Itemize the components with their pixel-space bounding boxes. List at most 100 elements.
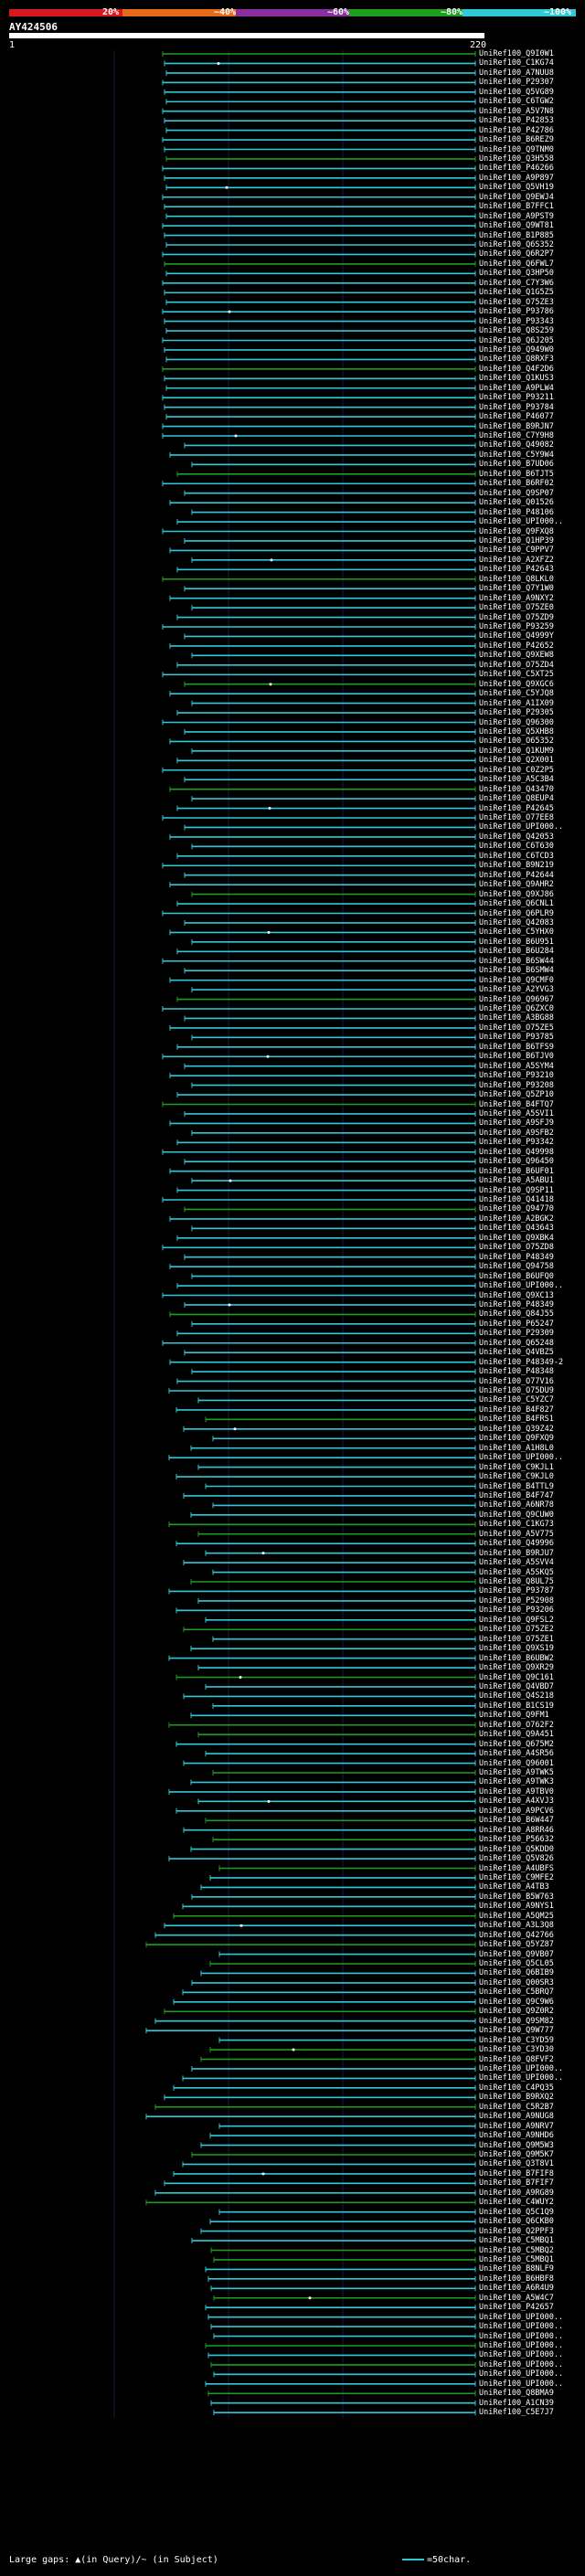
hit-label[interactable]: UniRef100_C9MFE2 [479,1872,554,1882]
hit-label[interactable]: UniRef100_UPI000.. [479,1281,564,1291]
hit-label[interactable]: UniRef100_A5SVV4 [479,1558,554,1568]
hit-label[interactable]: UniRef100_Q4S218 [479,1691,554,1701]
hit-label[interactable]: UniRef100_B8NLF9 [479,2264,554,2274]
hit-label[interactable]: UniRef100_UPI000.. [479,2322,564,2332]
hit-label[interactable]: UniRef100_C5MBQ2 [479,2245,554,2255]
hit-label[interactable]: UniRef100_P93259 [479,622,554,631]
hit-label[interactable]: UniRef100_A5V7N8 [479,106,554,116]
hit-label[interactable]: UniRef100_Q6R2P7 [479,249,554,260]
hit-label[interactable]: UniRef100_Q43470 [479,784,554,794]
hit-label[interactable]: UniRef100_Q9XGC6 [479,679,554,689]
hit-label[interactable]: UniRef100_B6UF01 [479,1166,554,1176]
hit-label[interactable]: UniRef100_Q9CUW0 [479,1510,554,1520]
hit-label[interactable]: UniRef100_B1P885 [479,230,554,240]
hit-label[interactable]: UniRef100_Q6PLR9 [479,908,554,918]
hit-label[interactable]: UniRef100_A5V775 [479,1529,554,1539]
hit-label[interactable]: UniRef100_C5YJQ8 [479,689,554,699]
hit-label[interactable]: UniRef100_Q9XBK4 [479,1233,554,1243]
hit-label[interactable]: UniRef100_Q8UL75 [479,1577,554,1586]
hit-label[interactable]: UniRef100_P29307 [479,78,554,88]
hit-label[interactable]: UniRef100_C6T630 [479,842,554,852]
hit-label[interactable]: UniRef100_O77V16 [479,1376,554,1386]
hit-label[interactable]: UniRef100_C5E7J7 [479,2408,554,2418]
hit-label[interactable]: UniRef100_Q9W777 [479,2026,554,2036]
hit-label[interactable]: UniRef100_Q5VH19 [479,183,554,193]
hit-label[interactable]: UniRef100_A9P897 [479,173,554,183]
hit-label[interactable]: UniRef100_B9RJU7 [479,1548,554,1558]
hit-label[interactable]: UniRef100_UPI000.. [479,2369,564,2380]
hit-label[interactable]: UniRef100_P48349 [479,1299,554,1309]
hit-label[interactable]: UniRef100_Q9EWJ4 [479,192,554,202]
hit-label[interactable]: UniRef100_Q94770 [479,1204,554,1214]
hit-label[interactable]: UniRef100_C5YHX0 [479,928,554,938]
hit-label[interactable]: UniRef100_A2XFZ2 [479,555,554,565]
hit-label[interactable]: UniRef100_B6UFQ0 [479,1271,554,1281]
hit-label[interactable]: UniRef100_Q96001 [479,1758,554,1768]
hit-label[interactable]: UniRef100_Q675M2 [479,1739,554,1749]
hit-label[interactable]: UniRef100_O762F2 [479,1720,554,1730]
hit-label[interactable]: UniRef100_P42786 [479,125,554,135]
hit-label[interactable]: UniRef100_Q5XHB8 [479,726,554,737]
hit-label[interactable]: UniRef100_A9RG89 [479,2188,554,2198]
hit-label[interactable]: UniRef100_O75ZE1 [479,1634,554,1644]
hit-label[interactable]: UniRef100_Q9SM82 [479,2016,554,2026]
hit-label[interactable]: UniRef100_A7NUU8 [479,68,554,78]
hit-label[interactable]: UniRef100_Q1HP39 [479,535,554,546]
hit-label[interactable]: UniRef100_Q2PPF3 [479,2226,554,2236]
hit-label[interactable]: UniRef100_B7FIF8 [479,2168,554,2178]
hit-label[interactable]: UniRef100_A5SYM4 [479,1061,554,1071]
hit-label[interactable]: UniRef100_P93786 [479,307,554,317]
hit-label[interactable]: UniRef100_C1KG74 [479,58,554,69]
hit-label[interactable]: UniRef100_Q8BMA9 [479,2389,554,2399]
hit-label[interactable]: UniRef100_Q00SR3 [479,1977,554,1988]
hit-label[interactable]: UniRef100_C5BRQ7 [479,1988,554,1998]
hit-label[interactable]: UniRef100_A9TWK3 [479,1777,554,1787]
hit-label[interactable]: UniRef100_P93342 [479,1138,554,1148]
hit-label[interactable]: UniRef100_C7Y3W6 [479,278,554,288]
hit-label[interactable]: UniRef100_UPI000.. [479,2063,564,2073]
hit-label[interactable]: UniRef100_B6UBW2 [479,1653,554,1663]
hit-label[interactable]: UniRef100_Q9M5W3 [479,2140,554,2150]
hit-label[interactable]: UniRef100_Q8RXF3 [479,355,554,365]
hit-label[interactable]: UniRef100_C9PPV7 [479,546,554,556]
hit-label[interactable]: UniRef100_Q65248 [479,1338,554,1348]
hit-label[interactable]: UniRef100_C9KJL0 [479,1472,554,1482]
hit-label[interactable]: UniRef100_Q9WT81 [479,221,554,231]
hit-label[interactable]: UniRef100_P48349-2 [479,1357,564,1367]
hit-label[interactable]: UniRef100_P93787 [479,1586,554,1596]
hit-label[interactable]: UniRef100_A5QM25 [479,1911,554,1921]
hit-label[interactable]: UniRef100_UPI000.. [479,2379,564,2389]
hit-label[interactable]: UniRef100_C0Z2P5 [479,765,554,775]
hit-label[interactable]: UniRef100_UPI000.. [479,2359,564,2369]
hit-label[interactable]: UniRef100_P93784 [479,402,554,412]
hit-label[interactable]: UniRef100_Q4VBD7 [479,1681,554,1691]
hit-label[interactable]: UniRef100_Q5VG89 [479,87,554,97]
hit-label[interactable]: UniRef100_Q4VBZ5 [479,1348,554,1358]
hit-label[interactable]: UniRef100_Q9FSL2 [479,1615,554,1625]
hit-label[interactable]: UniRef100_P42643 [479,565,554,575]
hit-label[interactable]: UniRef100_A5W4C7 [479,2293,554,2303]
hit-label[interactable]: UniRef100_O75ZE2 [479,1625,554,1635]
hit-label[interactable]: UniRef100_Q9XJ86 [479,889,554,899]
hit-label[interactable]: UniRef100_C5YZC7 [479,1395,554,1405]
hit-label[interactable]: UniRef100_P93343 [479,316,554,326]
hit-label[interactable]: UniRef100_Q43643 [479,1224,554,1234]
hit-label[interactable]: UniRef100_Q94758 [479,1262,554,1272]
hit-label[interactable]: UniRef100_B6W447 [479,1816,554,1826]
hit-label[interactable]: UniRef100_B4F827 [479,1405,554,1415]
hit-label[interactable]: UniRef100_A9NYS1 [479,1902,554,1912]
hit-label[interactable]: UniRef100_Q9M5K7 [479,2150,554,2159]
hit-label[interactable]: UniRef100_P93211 [479,393,554,403]
hit-label[interactable]: UniRef100_B6RF02 [479,479,554,489]
hit-label[interactable]: UniRef100_Q1KUM9 [479,746,554,756]
hit-label[interactable]: UniRef100_B4FRS1 [479,1415,554,1425]
hit-label[interactable]: UniRef100_Q5CL05 [479,1959,554,1968]
hit-label[interactable]: UniRef100_Q949W0 [479,345,554,355]
hit-label[interactable]: UniRef100_B6TJV0 [479,1052,554,1062]
hit-label[interactable]: UniRef100_Q3HP50 [479,269,554,279]
hit-label[interactable]: UniRef100_P42657 [479,2303,554,2313]
hit-label[interactable]: UniRef100_P42644 [479,870,554,880]
hit-label[interactable]: UniRef100_C9KJL1 [479,1462,554,1472]
hit-label[interactable]: UniRef100_A6R4U9 [479,2284,554,2294]
hit-label[interactable]: UniRef100_B5W763 [479,1892,554,1902]
